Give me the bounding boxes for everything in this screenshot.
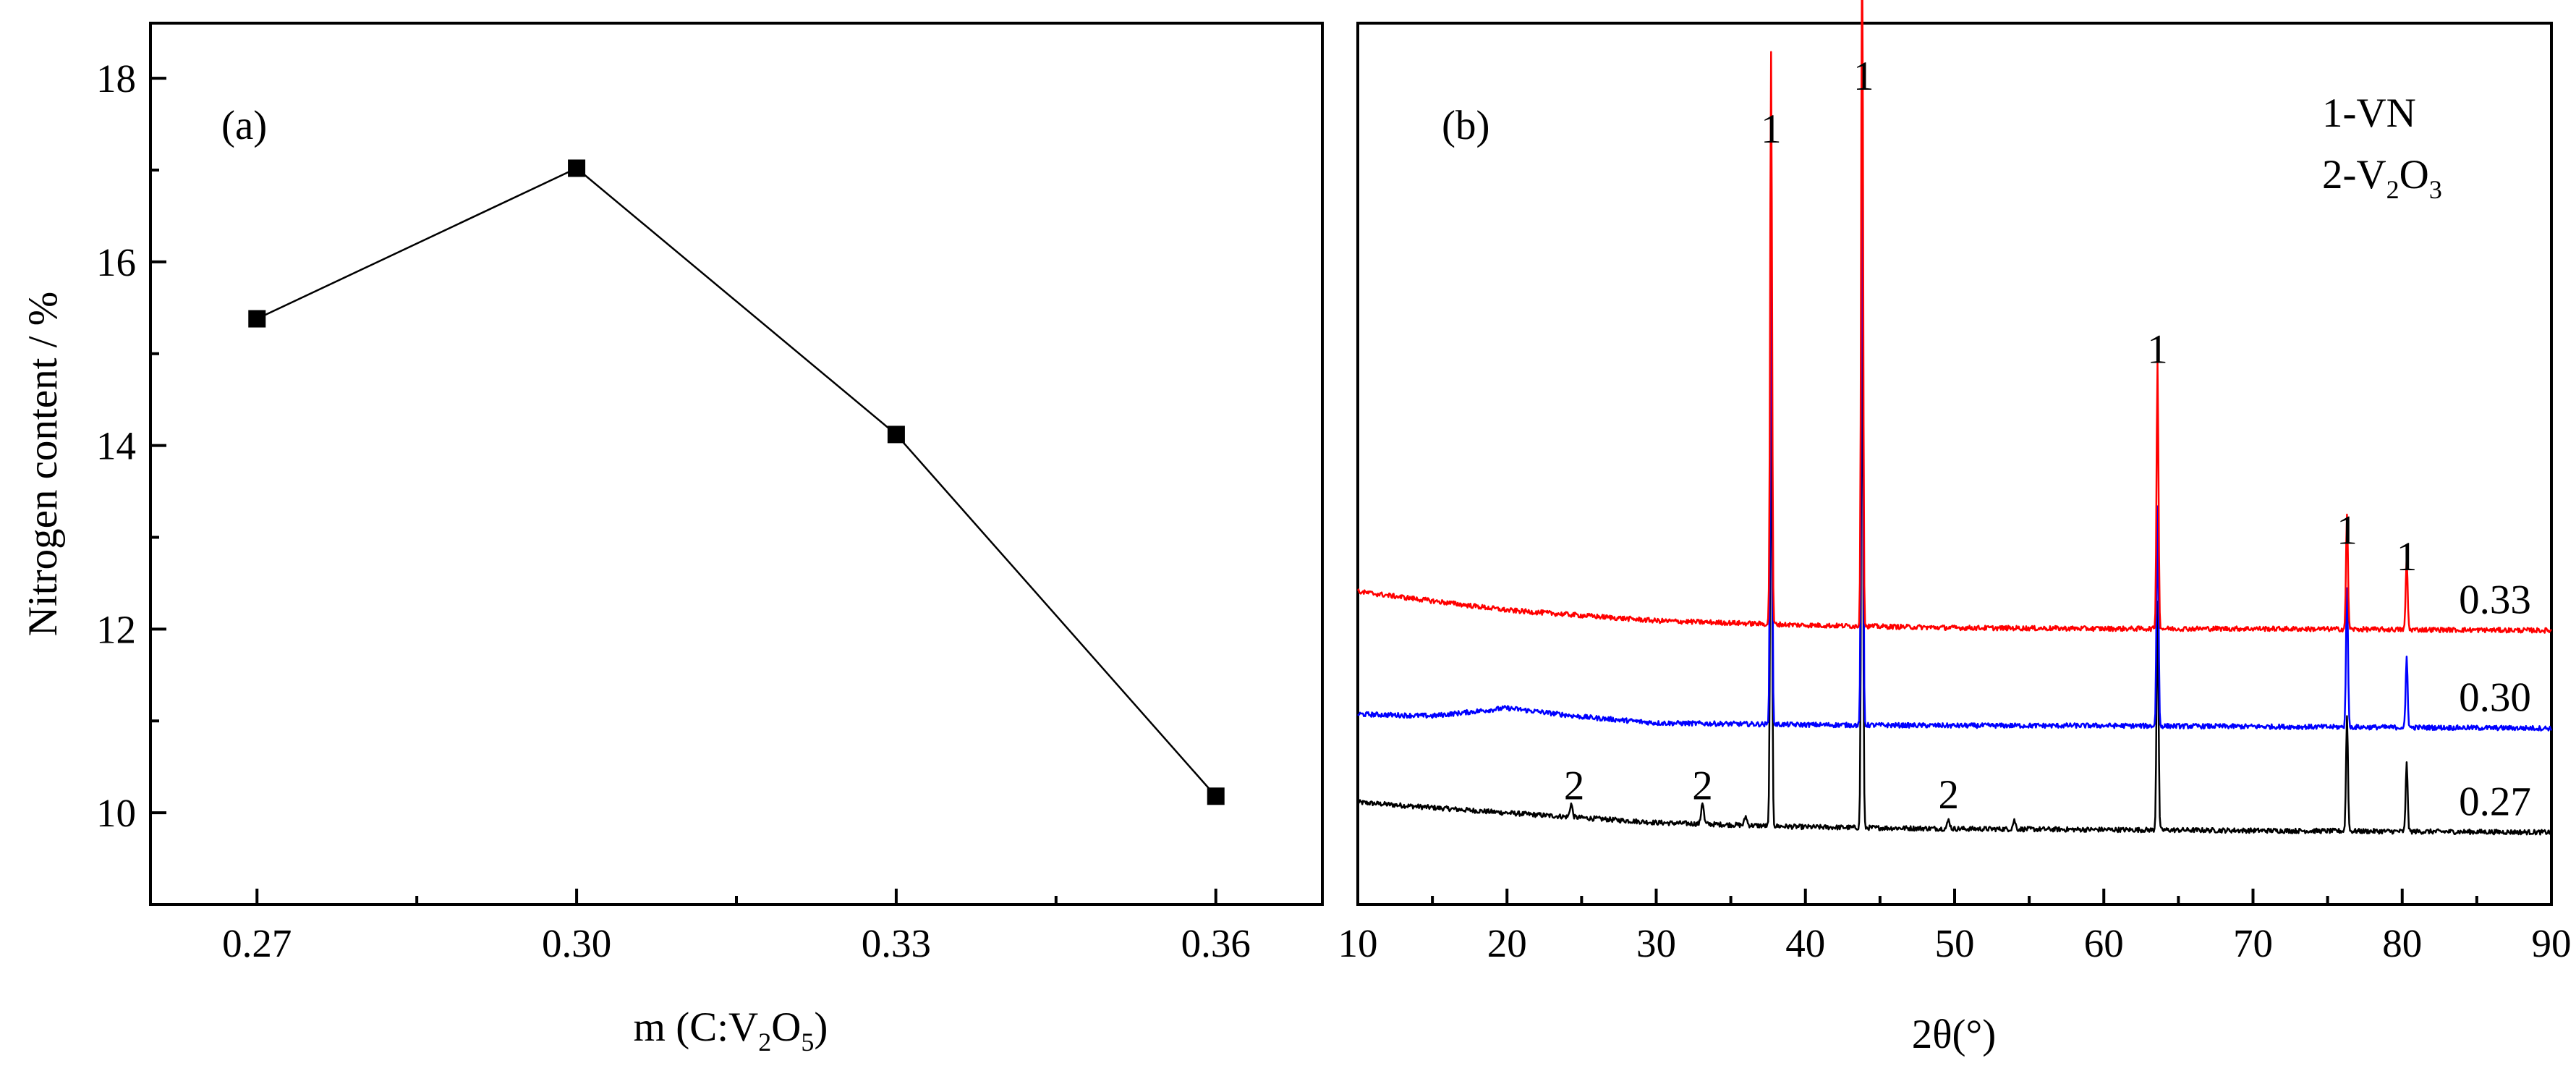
x-tick-label: 70 — [2233, 921, 2273, 965]
series-label-0.30: 0.30 — [2459, 675, 2531, 721]
panel-a-frame — [149, 22, 1324, 906]
legend-vn: 1-VN — [2322, 90, 2416, 136]
data-point-marker — [887, 426, 905, 444]
panel-b-label: (b) — [1442, 103, 1489, 148]
legend-v2o3-sub1: 2 — [2386, 175, 2399, 204]
peak-label: 1 — [2147, 327, 2168, 373]
series-label-0.27: 0.27 — [2459, 779, 2531, 824]
x-tick-label: 30 — [1636, 921, 1676, 965]
y-tick-label: 12 — [96, 607, 136, 651]
y-tick-label: 10 — [96, 791, 136, 835]
x-tick-label: 80 — [2382, 921, 2422, 965]
peak-label: 1 — [2337, 507, 2358, 553]
x-title-sub2: 5 — [801, 1028, 814, 1057]
panel-a-x-axis: 0.27 0.30 0.33 0.36 — [222, 889, 1251, 965]
x-tick-label: 60 — [2084, 921, 2124, 965]
y-tick-label: 18 — [96, 56, 136, 101]
series-line — [256, 167, 1217, 797]
peak-label: 1 — [2397, 534, 2418, 580]
panel-b-series — [1356, 0, 2553, 836]
series-label-0.33: 0.33 — [2459, 577, 2531, 622]
peak-label: 1 — [1853, 54, 1874, 99]
panel-a-y-axis-title: Nitrogen content / % — [20, 292, 66, 636]
peak-label: 1 — [1761, 106, 1782, 152]
legend-v2o3: 2-V2O3 — [2322, 152, 2442, 204]
x-tick-label: 0.30 — [542, 921, 611, 965]
x-title-mid: O — [771, 1004, 801, 1050]
legend-v2o3-a: 2-V — [2322, 152, 2386, 198]
xrd-pattern-0.30 — [1357, 105, 2553, 732]
x-tick-label: 20 — [1487, 921, 1527, 965]
panel-b-x-axis-title: 2θ(°) — [1912, 1012, 1997, 1057]
x-tick-label: 0.33 — [862, 921, 931, 965]
legend-v2o3-b: O — [2399, 152, 2429, 198]
x-tick-label: 0.27 — [222, 921, 292, 965]
x-tick-label: 0.36 — [1181, 921, 1251, 965]
xrd-pattern-0.27 — [1356, 279, 2553, 836]
y-tick-label: 14 — [96, 424, 136, 468]
y-tick-label: 16 — [96, 240, 136, 284]
peak-label: 2 — [1939, 772, 1960, 818]
x-tick-label: 90 — [2532, 921, 2572, 965]
panel-a-series — [248, 159, 1225, 805]
panel-a: 10 12 14 16 18 0.27 0.30 0.33 0.36 (a) Nitrogen… — [20, 22, 1324, 1057]
x-title-main: m (C:V — [634, 1004, 759, 1050]
xrd-pattern-0.33 — [1356, 0, 2552, 634]
panel-b-series-labels: 0.33 0.30 0.27 — [2459, 577, 2531, 824]
panel-a-y-axis: 10 12 14 16 18 — [96, 56, 166, 835]
panel-b-x-axis: 10 20 30 40 50 60 70 80 90 — [1338, 889, 2572, 965]
legend-v2o3-sub2: 3 — [2429, 175, 2442, 204]
data-point-marker — [1207, 787, 1225, 805]
x-tick-label: 10 — [1338, 921, 1378, 965]
peak-label: 2 — [1564, 763, 1585, 809]
panel-a-label: (a) — [221, 103, 267, 148]
x-title-sub1: 2 — [758, 1028, 771, 1057]
data-point-marker — [248, 310, 266, 328]
panel-a-x-axis-title: m (C:V2O5) — [634, 1004, 828, 1057]
x-tick-label: 50 — [1935, 921, 1975, 965]
data-point-marker — [568, 159, 586, 177]
x-title-end: ) — [814, 1004, 828, 1050]
x-tick-label: 40 — [1785, 921, 1825, 965]
peak-label: 2 — [1692, 763, 1713, 809]
